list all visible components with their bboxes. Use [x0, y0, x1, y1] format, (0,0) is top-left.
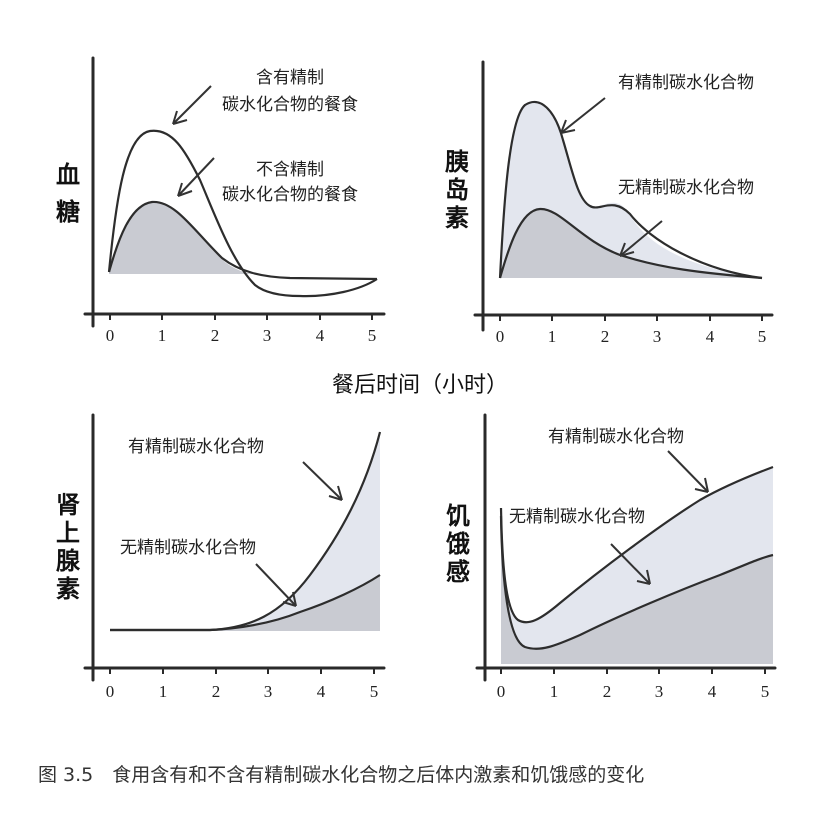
- blood-sugar-unrefined-fill: [109, 201, 258, 274]
- tick-label-2: 2: [211, 326, 220, 345]
- tick-label-5: 5: [761, 682, 770, 701]
- hunger-refined-curve: [499, 465, 774, 624]
- hunger-ticks: [500, 668, 766, 674]
- tick-label-3: 3: [264, 682, 273, 701]
- adrenaline-annotation-refined: 有精制碳水化合物: [128, 437, 264, 457]
- hunger-unrefined-curve: [499, 515, 774, 650]
- tick-label-2: 2: [601, 327, 610, 346]
- hunger-ylabel-char-3: 感: [446, 557, 470, 586]
- arrow-icon: [610, 543, 651, 585]
- adrenaline-ylabel-char-4: 素: [56, 574, 80, 603]
- tick-label-2: 2: [212, 682, 221, 701]
- tick-label-0: 0: [106, 682, 115, 701]
- insulin-unrefined-fill: [500, 208, 762, 278]
- adrenaline-ylabel-char-1: 肾: [56, 490, 80, 519]
- adrenaline-ylabel-char-3: 腺: [56, 546, 81, 575]
- insulin-refined-curve: [498, 100, 763, 280]
- tick-label-0: 0: [497, 682, 506, 701]
- tick-label-4: 4: [708, 682, 717, 701]
- panel-hunger: 0 1 2 3 4 5 饥 饿 感 有精制碳水化合物 无精制碳水化合物: [445, 413, 777, 701]
- hunger-annotation-refined: 有精制碳水化合物: [548, 427, 684, 447]
- blood-sugar-ticks: [109, 314, 373, 320]
- adrenaline-unrefined-curve: [110, 574, 381, 632]
- tick-label-1: 1: [158, 326, 167, 345]
- tick-label-4: 4: [316, 326, 325, 345]
- adrenaline-unrefined-fill: [210, 575, 380, 631]
- tick-label-3: 3: [653, 327, 662, 346]
- blood-sugar-ylabel-char-2: 糖: [56, 197, 80, 226]
- tick-label-1: 1: [159, 682, 168, 701]
- insulin-annotation-unrefined: 无精制碳水化合物: [618, 178, 754, 198]
- adrenaline-refined-curve: [110, 431, 382, 632]
- tick-label-5: 5: [368, 326, 377, 345]
- panel-adrenaline: 0 1 2 3 4 5 肾 上 腺 素 有精制碳水化合物 无精制碳水化合物: [56, 413, 386, 701]
- tick-label-4: 4: [706, 327, 715, 346]
- blood-sugar-ylabel-char-1: 血: [56, 160, 80, 189]
- insulin-ticks: [499, 315, 763, 321]
- hunger-unrefined-fill: [501, 516, 773, 664]
- arrow-icon: [619, 220, 663, 257]
- arrow-icon: [172, 85, 212, 125]
- adrenaline-annotation-unrefined: 无精制碳水化合物: [120, 538, 256, 558]
- tick-label-3: 3: [263, 326, 272, 345]
- hunger-ylabel-char-1: 饥: [446, 501, 470, 530]
- insulin-ylabel-char-2: 岛: [445, 175, 469, 204]
- insulin-ylabel-char-3: 素: [445, 203, 469, 232]
- figure-caption: 图 3.5 食用含有和不含有精制碳水化合物之后体内激素和饥饿感的变化: [38, 764, 644, 786]
- insulin-annotation-refined: 有精制碳水化合物: [618, 73, 754, 93]
- adrenaline-ylabel-char-2: 上: [56, 518, 80, 547]
- adrenaline-refined-fill: [110, 432, 380, 631]
- x-axis-title: 餐后时间（小时）: [332, 373, 508, 398]
- blood-sugar-annotation-refined-line1: 含有精制: [256, 68, 324, 88]
- tick-label-0: 0: [106, 326, 115, 345]
- tick-label-5: 5: [758, 327, 767, 346]
- blood-sugar-annotation-unrefined-line1: 不含精制: [256, 160, 324, 180]
- arrow-icon: [255, 563, 297, 607]
- tick-label-4: 4: [317, 682, 326, 701]
- arrow-icon: [177, 157, 215, 197]
- tick-label-2: 2: [603, 682, 612, 701]
- arrow-icon: [302, 461, 343, 501]
- panel-blood-sugar: 0 1 2 3 4 5 血 糖 含有精制 碳水化合物的餐食 不含精制 碳水化合物…: [56, 56, 386, 345]
- tick-label-3: 3: [655, 682, 664, 701]
- blood-sugar-annotation-refined-line2: 碳水化合物的餐食: [222, 95, 358, 115]
- blood-sugar-annotation-unrefined-line2: 碳水化合物的餐食: [222, 185, 358, 205]
- hunger-ylabel-char-2: 饿: [445, 529, 470, 558]
- tick-label-5: 5: [370, 682, 379, 701]
- insulin-ylabel-char-1: 胰: [445, 147, 469, 176]
- blood-sugar-refined-curve: [107, 129, 378, 298]
- blood-sugar-unrefined-curve: [107, 200, 378, 281]
- tick-label-1: 1: [550, 682, 559, 701]
- tick-label-1: 1: [548, 327, 557, 346]
- tick-label-0: 0: [496, 327, 505, 346]
- adrenaline-ticks: [109, 668, 375, 674]
- hunger-annotation-unrefined: 无精制碳水化合物: [509, 507, 645, 527]
- panel-insulin: 0 1 2 3 4 5 胰 岛 素 有精制碳水化合物 无精制碳水化合物: [445, 60, 774, 346]
- insulin-unrefined-curve: [498, 207, 763, 280]
- arrow-icon: [667, 450, 709, 493]
- arrow-icon: [560, 97, 606, 134]
